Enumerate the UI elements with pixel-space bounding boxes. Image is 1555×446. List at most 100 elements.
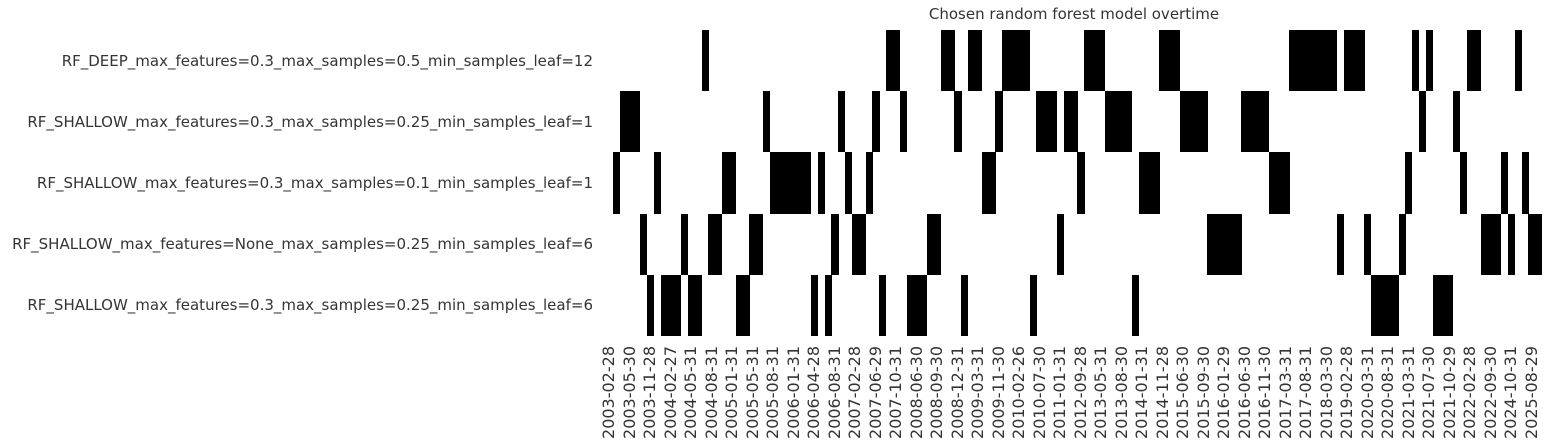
heatmap-cell xyxy=(646,274,655,336)
heatmap-grid xyxy=(606,30,1543,336)
x-axis-tick-label: 2004-05-31 xyxy=(681,346,701,439)
x-axis-tick-label: 2006-08-31 xyxy=(824,346,844,439)
heatmap-cell xyxy=(1364,213,1372,275)
x-axis-tick-label: 2017-03-31 xyxy=(1275,346,1295,439)
heatmap-cell xyxy=(1466,30,1481,92)
x-axis-tick-label: 2003-02-28 xyxy=(599,346,619,439)
chart-title: Chosen random forest model overtime xyxy=(928,5,1220,23)
heatmap-cell xyxy=(1453,91,1461,153)
heatmap-cell xyxy=(838,91,846,153)
x-axis-tick-label: 2025-08-29 xyxy=(1521,346,1541,439)
x-axis-tick-label: 2016-01-29 xyxy=(1214,346,1234,439)
heatmap-cell xyxy=(1159,30,1181,92)
heatmap-cell xyxy=(1056,213,1065,275)
x-axis-tick-label: 2008-12-31 xyxy=(947,346,967,439)
heatmap-cell xyxy=(995,91,1003,153)
y-axis-label: RF_SHALLOW_max_features=0.3_max_samples=… xyxy=(27,112,593,131)
heatmap-cell xyxy=(687,274,702,336)
x-axis-tick-label: 2004-02-27 xyxy=(660,346,680,439)
x-axis-tick-label: 2015-09-30 xyxy=(1193,346,1213,439)
heatmap-cell xyxy=(817,152,825,214)
heatmap-cell xyxy=(1371,274,1399,336)
heatmap-cell xyxy=(1077,152,1085,214)
heatmap-cell xyxy=(886,30,901,92)
heatmap-cell xyxy=(735,274,750,336)
heatmap-cell xyxy=(1063,91,1078,153)
heatmap-cell xyxy=(1337,213,1345,275)
x-axis-tick-label: 2007-10-31 xyxy=(886,346,906,439)
heatmap-cell xyxy=(653,152,661,214)
x-axis-tick-label: 2016-06-30 xyxy=(1234,346,1254,439)
x-axis-tick-label: 2020-08-31 xyxy=(1378,346,1398,439)
heatmap-cell xyxy=(940,30,955,92)
heatmap-cell xyxy=(1405,152,1413,214)
heatmap-cell xyxy=(865,152,873,214)
y-axis-label: RF_DEEP_max_features=0.3_max_samples=0.5… xyxy=(61,51,593,70)
heatmap-cell xyxy=(1029,274,1037,336)
heatmap-cell xyxy=(1521,152,1529,214)
heatmap-cell xyxy=(1002,30,1030,92)
heatmap-cell xyxy=(660,274,682,336)
x-axis-tick-label: 2010-02-26 xyxy=(1009,346,1029,439)
heatmap-cell xyxy=(1241,91,1269,153)
x-axis-tick-label: 2021-10-29 xyxy=(1439,346,1459,439)
heatmap-cell xyxy=(968,30,983,92)
heatmap-cell xyxy=(1343,30,1365,92)
x-axis-tick-label: 2013-08-30 xyxy=(1111,346,1131,439)
x-axis-tick-label: 2021-07-30 xyxy=(1419,346,1439,439)
heatmap-cell xyxy=(845,152,853,214)
x-axis-tick-label: 2009-11-30 xyxy=(988,346,1008,439)
heatmap-cell xyxy=(1528,213,1543,275)
x-axis-tick-label: 2019-02-28 xyxy=(1337,346,1357,439)
heatmap-cell xyxy=(1268,152,1290,214)
y-axis-label: RF_SHALLOW_max_features=0.3_max_samples=… xyxy=(36,174,593,192)
heatmap-cell xyxy=(1480,213,1502,275)
y-axis-labels: RF_DEEP_max_features=0.3_max_samples=0.5… xyxy=(0,30,600,336)
x-axis-tick-label: 2003-05-30 xyxy=(619,346,639,439)
x-axis-tick-label: 2013-05-31 xyxy=(1091,346,1111,439)
x-axis-tick-label: 2010-07-30 xyxy=(1029,346,1049,439)
heatmap-cell xyxy=(1514,30,1522,92)
heatmap-cell xyxy=(640,213,648,275)
x-axis-tick-label: 2004-08-31 xyxy=(701,346,721,439)
heatmap-cell xyxy=(1289,30,1338,92)
heatmap-cell xyxy=(1501,152,1509,214)
heatmap-cell xyxy=(981,152,996,214)
heatmap-cell xyxy=(1138,152,1160,214)
heatmap-cell xyxy=(749,213,764,275)
x-axis-tick-label: 2024-10-31 xyxy=(1501,346,1521,439)
heatmap-cell xyxy=(961,274,969,336)
heatmap-cell xyxy=(708,213,723,275)
heatmap-cell xyxy=(899,91,907,153)
heatmap-cell xyxy=(872,91,880,153)
x-axis-tick-label: 2022-09-30 xyxy=(1480,346,1500,439)
x-axis-tick-label: 2005-01-31 xyxy=(722,346,742,439)
heatmap-cell xyxy=(1507,213,1515,275)
heatmap-cell xyxy=(1132,274,1140,336)
x-axis-tick-label: 2017-08-31 xyxy=(1296,346,1316,439)
x-axis-tick-label: 2007-02-28 xyxy=(845,346,865,439)
x-axis-tick-label: 2008-06-30 xyxy=(906,346,926,439)
heatmap-cell xyxy=(1425,30,1433,92)
x-axis-tick-label: 2015-06-30 xyxy=(1173,346,1193,439)
x-axis-tick-label: 2009-03-31 xyxy=(968,346,988,439)
x-axis-tick-label: 2005-08-31 xyxy=(763,346,783,439)
heatmap-cell xyxy=(1398,213,1406,275)
heatmap-cell xyxy=(824,274,832,336)
x-axis-tick-label: 2008-09-30 xyxy=(927,346,947,439)
heatmap-cell xyxy=(1412,30,1420,92)
x-axis-tick-label: 2014-11-28 xyxy=(1152,346,1172,439)
x-axis-tick-label: 2006-01-31 xyxy=(783,346,803,439)
x-axis-tick-labels: 2003-02-28 2003-05-30 2003-11-28 2004-02-27… xyxy=(599,0,1555,446)
heatmap-cell xyxy=(1460,152,1468,214)
x-axis-tick-label: 2005-05-31 xyxy=(742,346,762,439)
heatmap-cell xyxy=(831,213,839,275)
x-axis-tick-label: 2011-01-31 xyxy=(1050,346,1070,439)
heatmap-cell xyxy=(1084,30,1106,92)
x-axis-tick-label: 2016-11-30 xyxy=(1255,346,1275,439)
x-axis-tick-label: 2012-09-28 xyxy=(1070,346,1090,439)
heatmap-cell xyxy=(722,152,737,214)
x-axis-tick-label: 2022-02-28 xyxy=(1460,346,1480,439)
heatmap-cell xyxy=(1419,91,1427,153)
